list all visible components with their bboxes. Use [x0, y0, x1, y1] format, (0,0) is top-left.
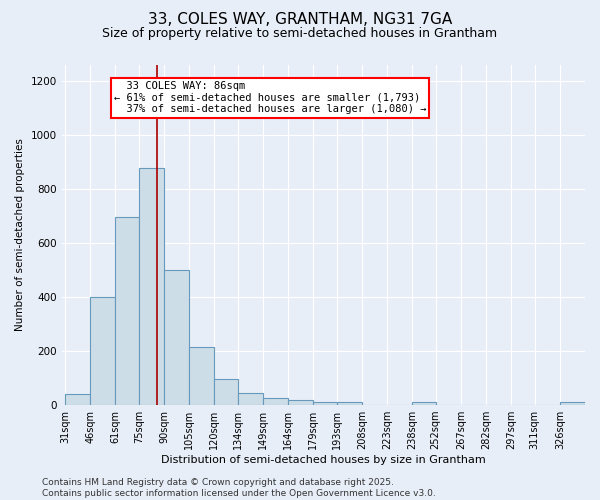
Text: 33 COLES WAY: 86sqm
← 61% of semi-detached houses are smaller (1,793)
  37% of s: 33 COLES WAY: 86sqm ← 61% of semi-detach… — [113, 81, 426, 114]
Bar — [139, 168, 164, 405]
Bar — [65, 394, 90, 405]
Text: Size of property relative to semi-detached houses in Grantham: Size of property relative to semi-detach… — [103, 28, 497, 40]
Bar — [189, 347, 214, 405]
Bar — [263, 398, 288, 405]
Bar — [412, 402, 436, 405]
Text: 33, COLES WAY, GRANTHAM, NG31 7GA: 33, COLES WAY, GRANTHAM, NG31 7GA — [148, 12, 452, 28]
Bar — [115, 218, 139, 405]
Bar — [560, 402, 585, 405]
Y-axis label: Number of semi-detached properties: Number of semi-detached properties — [15, 138, 25, 332]
Text: Contains HM Land Registry data © Crown copyright and database right 2025.
Contai: Contains HM Land Registry data © Crown c… — [42, 478, 436, 498]
Bar — [337, 402, 362, 405]
Bar — [288, 400, 313, 405]
Bar — [164, 270, 189, 405]
Bar — [90, 297, 115, 405]
Bar — [238, 393, 263, 405]
Bar — [214, 380, 238, 405]
X-axis label: Distribution of semi-detached houses by size in Grantham: Distribution of semi-detached houses by … — [161, 455, 486, 465]
Bar — [313, 402, 337, 405]
